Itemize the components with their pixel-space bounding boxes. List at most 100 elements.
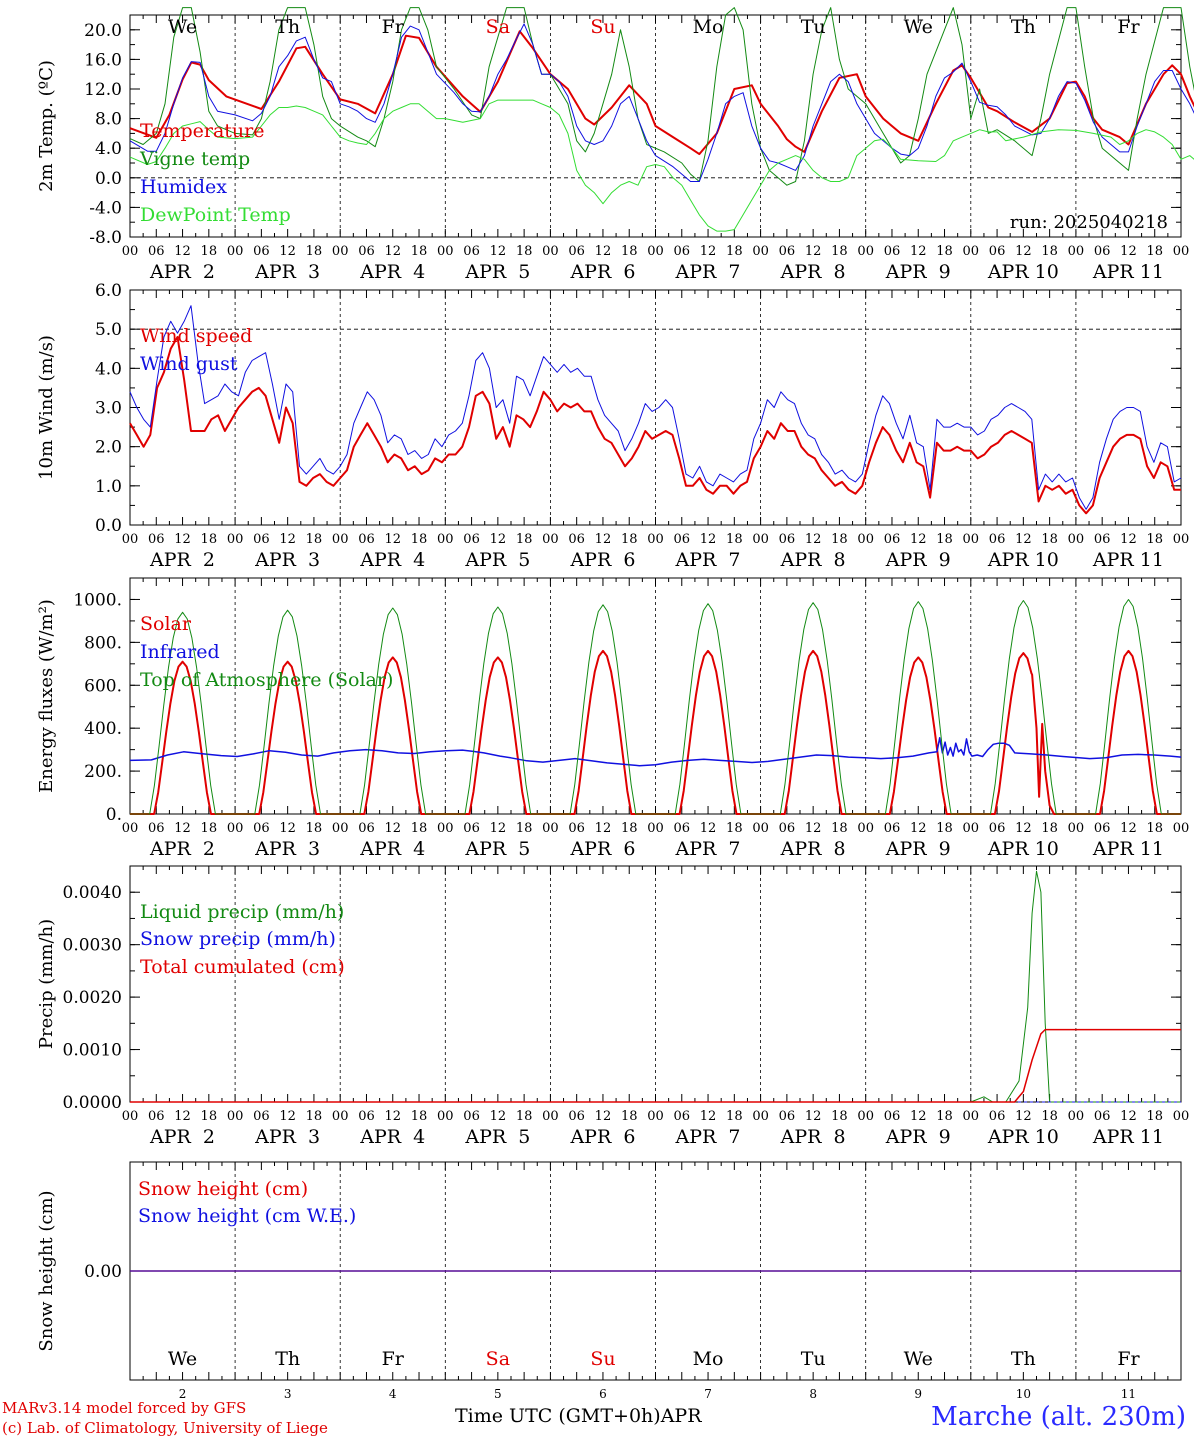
hour-tick-label: 12 — [174, 1109, 191, 1124]
hour-tick-label: 18 — [726, 532, 743, 547]
snow-y-axis-label: Snow height (cm) — [36, 1190, 57, 1351]
weekday-label-bottom: We — [904, 1348, 933, 1370]
hour-tick-label: 00 — [542, 244, 559, 259]
hour-tick-label: 18 — [201, 821, 218, 836]
hour-tick-label: 18 — [1041, 244, 1058, 259]
hour-tick-label: 00 — [542, 821, 559, 836]
hour-tick-label: 12 — [1015, 532, 1032, 547]
energy-y-tick-label: 400. — [84, 719, 122, 739]
temperature-y-tick-label: -4.0 — [89, 198, 122, 218]
hour-tick-label: 06 — [779, 532, 796, 547]
hour-tick-label: 18 — [621, 244, 638, 259]
date-label: APR 5 — [464, 838, 530, 860]
precip-series-liquid-precip-mm-h — [130, 870, 1181, 1103]
hour-tick-label: 18 — [411, 244, 428, 259]
date-label: APR 3 — [254, 261, 320, 283]
precip-series-total-cumulated-cm — [130, 1028, 1181, 1103]
hour-tick-label: 12 — [1120, 1109, 1137, 1124]
wind-y-tick-label: 3.0 — [95, 399, 122, 419]
date-label: APR 5 — [464, 261, 530, 283]
date-label: APR 4 — [359, 549, 425, 571]
energy-panel: 0. 200. 400. 600. 800. 1000. Energy fluxes (W/… — [36, 577, 1189, 860]
hour-tick-label: 00 — [752, 244, 769, 259]
wind-legend-entry: Wind speed — [140, 325, 252, 347]
hour-tick-label: 12 — [384, 1109, 401, 1124]
date-label: APR 7 — [675, 261, 741, 283]
hour-tick-label: 12 — [700, 532, 717, 547]
hour-tick-label: 12 — [279, 821, 296, 836]
hour-tick-label: 00 — [122, 821, 139, 836]
hour-tick-label: 06 — [989, 532, 1006, 547]
day-number-label: 8 — [809, 1387, 817, 1401]
hour-tick-label: 00 — [122, 244, 139, 259]
temperature-legend-entry: Humidex — [140, 176, 227, 198]
hour-tick-label: 18 — [1146, 244, 1163, 259]
hour-tick-label: 18 — [831, 244, 848, 259]
date-label: APR 8 — [780, 838, 846, 860]
temperature-y-tick-label: 4.0 — [95, 139, 122, 159]
hour-tick-label: 00 — [647, 244, 664, 259]
hour-tick-label: 00 — [332, 821, 349, 836]
temperature-legend-entry: Temperature — [140, 120, 264, 142]
hour-tick-label: 06 — [568, 821, 585, 836]
hour-tick-label: 12 — [910, 532, 927, 547]
temperature-y-tick-label: -8.0 — [89, 228, 122, 248]
energy-series-top-of-atmosphere-solar — [130, 599, 1181, 815]
temperature-legend-entry: Vigne temp — [139, 148, 250, 170]
hour-tick-label: 00 — [542, 1109, 559, 1124]
hour-tick-label: 12 — [595, 821, 612, 836]
temperature-y-tick-label: 8.0 — [95, 110, 122, 130]
date-label: APR 6 — [569, 261, 635, 283]
precip-y-tick-label: 0.0000 — [63, 1093, 122, 1113]
hour-tick-label: 06 — [463, 244, 480, 259]
hour-tick-label: 06 — [989, 1109, 1006, 1124]
hour-tick-label: 18 — [1041, 532, 1058, 547]
hour-tick-label: 18 — [306, 532, 323, 547]
hour-tick-label: 00 — [227, 532, 244, 547]
hour-tick-label: 12 — [384, 821, 401, 836]
weekday-label-bottom: Fr — [1117, 1348, 1140, 1370]
energy-y-tick-label: 200. — [84, 762, 122, 782]
wind-panel: 0.0 1.0 2.0 3.0 4.0 5.0 6.0 10m Wind (m/s) Wind … — [36, 281, 1189, 571]
hour-tick-label: 12 — [805, 821, 822, 836]
hour-tick-label: 00 — [1068, 532, 1085, 547]
wind-y-tick-label: 4.0 — [95, 359, 122, 379]
hour-tick-label: 18 — [621, 821, 638, 836]
hour-tick-label: 00 — [1068, 1109, 1085, 1124]
hour-tick-label: 18 — [411, 1109, 428, 1124]
hour-tick-label: 12 — [910, 244, 927, 259]
hour-tick-label: 12 — [1015, 821, 1032, 836]
temperature-series-humidex — [129, 23, 1194, 182]
wind-y-tick-label: 1.0 — [95, 477, 122, 497]
precip-legend-entry: Total cumulated (cm) — [140, 956, 345, 978]
weekday-label-bottom: Sa — [486, 1348, 510, 1370]
hour-tick-label: 00 — [542, 532, 559, 547]
hour-tick-label: 18 — [1146, 821, 1163, 836]
hour-tick-label: 18 — [621, 1109, 638, 1124]
weekday-label-top: We — [904, 16, 933, 38]
hour-tick-label: 18 — [306, 821, 323, 836]
hour-tick-label: 12 — [1120, 244, 1137, 259]
hour-tick-label: 00 — [752, 1109, 769, 1124]
energy-series-solar — [130, 649, 1181, 815]
hour-tick-label: 12 — [595, 532, 612, 547]
energy-y-tick-label: 600. — [84, 676, 122, 696]
hour-tick-label: 06 — [779, 821, 796, 836]
hour-tick-label: 00 — [437, 244, 454, 259]
hour-tick-label: 00 — [437, 821, 454, 836]
hour-tick-label: 12 — [910, 821, 927, 836]
date-label: APR 8 — [780, 1126, 846, 1148]
weekday-label-top: Th — [1011, 16, 1036, 38]
hour-tick-label: 06 — [568, 244, 585, 259]
day-number-label: 7 — [704, 1387, 712, 1401]
hour-tick-label: 06 — [989, 244, 1006, 259]
weekday-label-top: We — [168, 16, 197, 38]
date-label: APR 10 — [987, 261, 1059, 283]
weekday-label-bottom: Su — [590, 1348, 615, 1370]
date-label: APR 10 — [987, 838, 1059, 860]
temperature-y-tick-label: 20.0 — [84, 21, 122, 41]
date-label: APR 3 — [254, 549, 320, 571]
model-credit: MARv3.14 model forced by GFS — [2, 1399, 247, 1417]
hour-tick-label: 06 — [253, 244, 270, 259]
